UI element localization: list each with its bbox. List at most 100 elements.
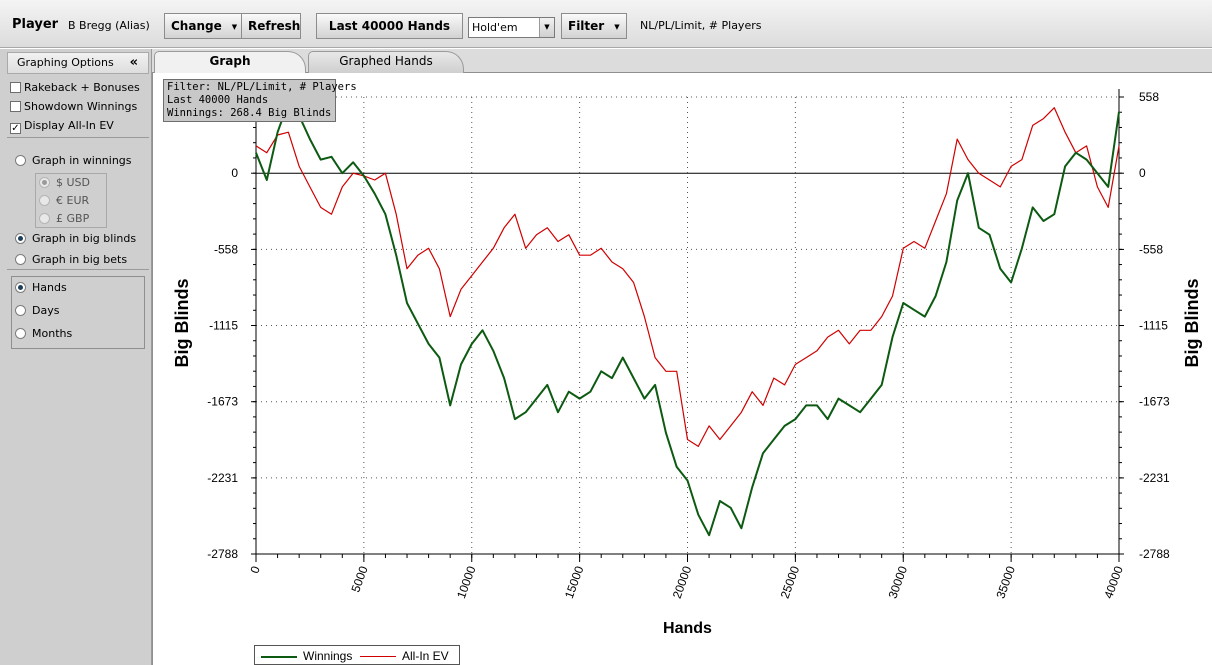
display-allin-ev-label: Display All-In EV: [24, 119, 114, 132]
radio-icon[interactable]: [15, 233, 26, 244]
change-button-label: Change: [171, 19, 222, 33]
radio-icon[interactable]: [39, 177, 50, 188]
graph-unit-group: Graph in winnings $ USD € EUR £ GBP Grap…: [7, 142, 149, 270]
filter-button-label: Filter: [568, 19, 605, 33]
showdown-winnings-checkbox[interactable]: Showdown Winnings: [5, 100, 137, 114]
y-axis-title-left: Big Blinds: [172, 279, 192, 368]
graphing-options-title: Graphing Options: [17, 56, 114, 69]
y-tick-label-left: -1115: [209, 319, 238, 333]
legend-item-winnings: Winnings: [261, 649, 352, 663]
x-tick-label: 5000: [348, 564, 370, 594]
currency-usd-label: $ USD: [56, 176, 90, 189]
toolbar: Player B Bregg (Alias) Change ▼ Refresh L…: [0, 0, 1212, 48]
winnings-chart: 55855800-558-558-1115-1115-1673-1673-223…: [172, 89, 1202, 637]
chevron-down-icon: ▼: [614, 22, 620, 31]
x-tick-label: 10000: [454, 564, 479, 600]
radio-icon[interactable]: [15, 282, 26, 293]
player-name: B Bregg (Alias): [68, 19, 150, 32]
x-unit-days-label: Days: [32, 304, 60, 317]
legend-item-allin-ev: All-In EV: [360, 649, 449, 663]
display-allin-ev-checkbox[interactable]: ✓ Display All-In EV: [5, 119, 114, 134]
series-winnings-line: [255, 101, 1120, 537]
info-range-line: Last 40000 Hands: [167, 94, 269, 106]
series-allin-ev-line: [255, 107, 1120, 447]
rakeback-label: Rakeback + Bonuses: [24, 81, 140, 94]
x-tick-label: 40000: [1101, 564, 1126, 600]
y-axis-title-right: Big Blinds: [1182, 279, 1202, 368]
legend-label-winnings: Winnings: [303, 649, 353, 663]
x-tick-label: 15000: [562, 564, 587, 600]
graph-in-big-blinds-radio[interactable]: Graph in big blinds: [7, 232, 136, 246]
currency-gbp-radio[interactable]: £ GBP: [31, 212, 89, 226]
x-tick-label: 35000: [993, 564, 1018, 600]
graph-in-winnings-label: Graph in winnings: [32, 154, 132, 167]
hand-range-button[interactable]: Last 40000 Hands: [316, 13, 463, 39]
graph-in-big-bets-label: Graph in big bets: [32, 253, 128, 266]
currency-group: [35, 173, 107, 228]
x-axis-title: Hands: [663, 620, 712, 637]
currency-usd-radio[interactable]: $ USD: [31, 176, 90, 190]
chevron-down-icon: ▼: [231, 22, 238, 31]
y-tick-label-right: 0: [1139, 166, 1146, 180]
graphing-options-sidebar: Graphing Options « Rakeback + Bonuses Sh…: [0, 49, 152, 665]
filter-summary: NL/PL/Limit, # Players: [640, 19, 762, 32]
legend-swatch-allin-ev: [360, 656, 396, 658]
change-button[interactable]: Change ▼: [164, 13, 242, 39]
graph-in-winnings-radio[interactable]: Graph in winnings: [7, 154, 132, 168]
view-tabs: Graph Graphed Hands: [152, 49, 1212, 73]
checkmark-icon[interactable]: ✓: [10, 123, 21, 134]
checkbox-icon[interactable]: [10, 101, 21, 112]
y-tick-label-right: -2788: [1139, 547, 1170, 561]
x-axis-unit-group: Hands Days Months: [11, 276, 145, 349]
graph-in-big-bets-radio[interactable]: Graph in big bets: [7, 253, 127, 267]
options-checkbox-group: Rakeback + Bonuses Showdown Winnings ✓ Di…: [7, 78, 149, 138]
radio-icon[interactable]: [15, 155, 26, 166]
y-tick-label-left: -2788: [207, 547, 238, 561]
legend-label-allin-ev: All-In EV: [402, 649, 449, 663]
radio-icon[interactable]: [39, 195, 50, 206]
radio-icon[interactable]: [15, 254, 26, 265]
filter-button[interactable]: Filter ▼: [561, 13, 627, 39]
game-select[interactable]: Hold'em ▼: [468, 17, 555, 38]
collapse-icon[interactable]: «: [129, 55, 138, 70]
rakeback-checkbox[interactable]: Rakeback + Bonuses: [5, 81, 140, 95]
y-tick-label-right: -1673: [1139, 395, 1170, 409]
legend-swatch-winnings: [261, 655, 297, 658]
x-unit-months-label: Months: [32, 327, 73, 340]
y-tick-label-right: 558: [1139, 90, 1159, 104]
x-unit-days-radio[interactable]: Days: [7, 304, 59, 318]
x-tick-label: 0: [247, 564, 263, 575]
currency-eur-label: € EUR: [56, 194, 90, 207]
currency-eur-radio[interactable]: € EUR: [31, 194, 89, 208]
player-label: Player: [12, 17, 59, 32]
x-tick-label: 30000: [885, 564, 910, 600]
chevron-down-icon[interactable]: ▼: [539, 18, 554, 37]
tab-graphed-hands[interactable]: Graphed Hands: [308, 51, 464, 73]
y-tick-label-left: -558: [214, 242, 238, 256]
graphing-options-header: Graphing Options «: [7, 52, 149, 74]
x-tick-label: 20000: [670, 564, 695, 600]
y-tick-label-left: 0: [231, 166, 238, 180]
chart-legend: Winnings All-In EV: [254, 645, 460, 665]
tab-graph[interactable]: Graph: [154, 51, 306, 73]
radio-icon[interactable]: [39, 213, 50, 224]
y-tick-label-left: -2231: [207, 471, 238, 485]
y-tick-label-right: -558: [1139, 242, 1163, 256]
info-filter-line: Filter: NL/PL/Limit, # Players: [167, 81, 357, 93]
showdown-winnings-label: Showdown Winnings: [24, 100, 138, 113]
radio-icon[interactable]: [15, 328, 26, 339]
y-tick-label-left: -1673: [207, 395, 238, 409]
x-tick-label: 25000: [778, 564, 803, 600]
filter-info-box: Filter: NL/PL/Limit, # Players Last 4000…: [163, 79, 357, 122]
refresh-button[interactable]: Refresh: [241, 13, 301, 39]
x-unit-months-radio[interactable]: Months: [7, 327, 72, 341]
checkbox-icon[interactable]: [10, 82, 21, 93]
radio-icon[interactable]: [15, 305, 26, 316]
game-select-value: Hold'em: [472, 21, 518, 34]
y-tick-label-right: -2231: [1139, 471, 1170, 485]
x-unit-hands-radio[interactable]: Hands: [7, 281, 67, 295]
x-unit-hands-label: Hands: [32, 281, 67, 294]
info-winnings-line: Winnings: 268.4 Big Blinds: [167, 107, 332, 119]
graph-in-big-blinds-label: Graph in big blinds: [32, 232, 137, 245]
currency-gbp-label: £ GBP: [56, 212, 90, 225]
